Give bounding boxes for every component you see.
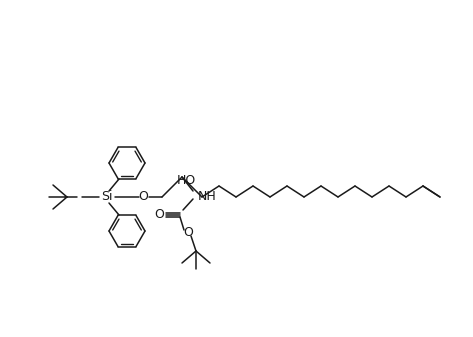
Text: Si: Si — [101, 190, 113, 204]
Text: NH: NH — [198, 189, 217, 203]
Text: O: O — [154, 209, 164, 221]
Text: O: O — [138, 190, 148, 204]
Text: O: O — [183, 226, 193, 240]
Text: HO: HO — [176, 174, 196, 186]
